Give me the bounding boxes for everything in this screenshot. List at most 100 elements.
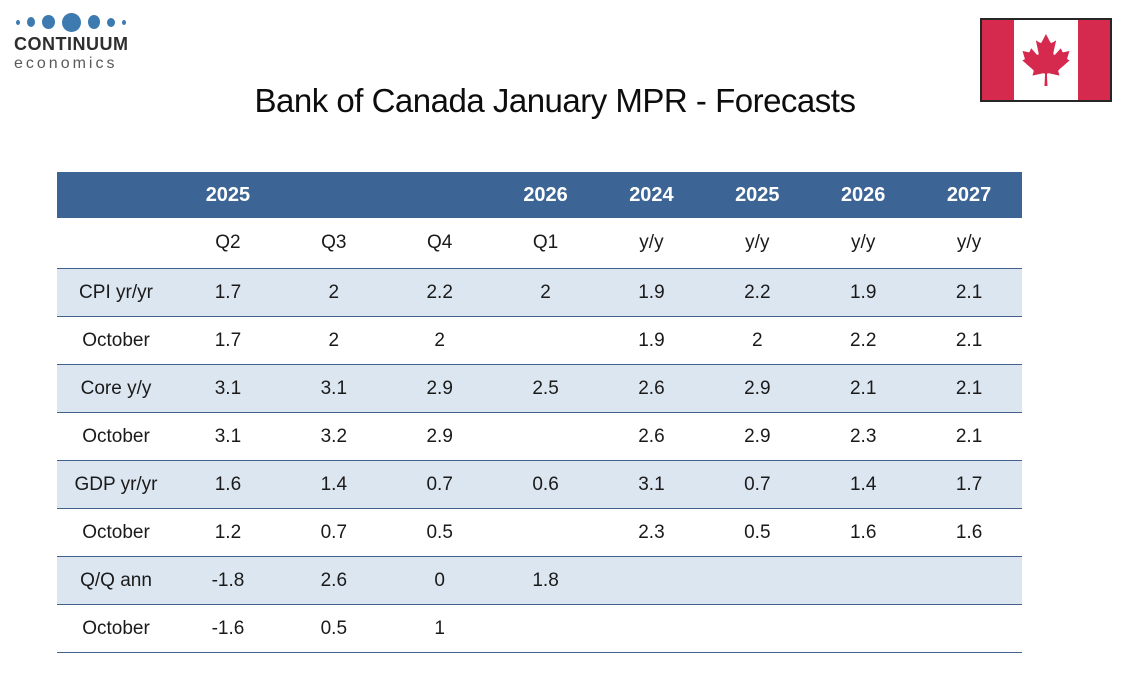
table-row: October -1.6 0.5 1 — [57, 604, 1022, 653]
year-header-cell: 2024 — [598, 172, 705, 218]
table-row: Q/Q ann -1.8 2.6 0 1.8 — [57, 556, 1022, 605]
row-label: GDP yr/yr — [57, 460, 175, 509]
value-cell: 2.3 — [810, 412, 917, 461]
value-cell: 0.5 — [704, 508, 811, 557]
row-label: October — [57, 412, 175, 461]
value-cell: 2.9 — [704, 412, 811, 461]
value-cell — [810, 604, 917, 653]
value-cell: 1.6 — [916, 508, 1022, 557]
value-cell — [492, 508, 599, 557]
table-row: October 1.2 0.7 0.5 2.3 0.5 1.6 1.6 — [57, 508, 1022, 557]
value-cell: 1.9 — [598, 316, 705, 365]
forecast-table: 2025 2026 2024 2025 2026 2027 Q2 Q3 Q4 Q… — [57, 172, 1022, 653]
period-header-cell: y/y — [810, 218, 917, 269]
row-label: Core y/y — [57, 364, 175, 413]
logo-dot — [107, 17, 115, 27]
value-cell: 1.7 — [175, 268, 281, 317]
table-row: GDP yr/yr 1.6 1.4 0.7 0.6 3.1 0.7 1.4 1.… — [57, 460, 1022, 509]
logo-name: CONTINUUM — [14, 34, 129, 54]
value-cell: 2.2 — [386, 268, 493, 317]
value-cell: 0 — [386, 556, 493, 605]
year-header-cell: 2026 — [810, 172, 917, 218]
value-cell: 2.2 — [704, 268, 811, 317]
period-header-row: Q2 Q3 Q4 Q1 y/y y/y y/y y/y — [57, 218, 1022, 269]
year-header-row: 2025 2026 2024 2025 2026 2027 — [57, 172, 1022, 218]
value-cell: 3.2 — [280, 412, 387, 461]
period-header-cell — [57, 218, 175, 269]
value-cell: 2 — [280, 316, 387, 365]
value-cell: 2 — [492, 268, 599, 317]
value-cell — [916, 556, 1022, 605]
period-header-cell: Q3 — [280, 218, 387, 269]
value-cell: 3.1 — [598, 460, 705, 509]
value-cell: 2.9 — [386, 364, 493, 413]
value-cell: 1.2 — [175, 508, 281, 557]
value-cell: 2.9 — [386, 412, 493, 461]
year-header-cell — [57, 172, 175, 218]
flag-red-band-left — [982, 20, 1014, 100]
value-cell: 0.7 — [280, 508, 387, 557]
value-cell — [916, 604, 1022, 653]
logo-dot — [122, 19, 126, 25]
value-cell: 3.1 — [280, 364, 387, 413]
period-header-cell: y/y — [704, 218, 811, 269]
value-cell: 2.1 — [916, 268, 1022, 317]
year-header-cell — [386, 172, 493, 218]
flag-red-band-right — [1078, 20, 1110, 100]
table-row: October 1.7 2 2 1.9 2 2.2 2.1 — [57, 316, 1022, 365]
value-cell: 2.3 — [598, 508, 705, 557]
logo-dot — [62, 12, 81, 32]
period-header-cell: Q4 — [386, 218, 493, 269]
table-row: CPI yr/yr 1.7 2 2.2 2 1.9 2.2 1.9 2.1 — [57, 268, 1022, 317]
canada-flag-icon — [980, 18, 1112, 102]
value-cell — [492, 604, 599, 653]
value-cell: 0.7 — [704, 460, 811, 509]
value-cell: 0.6 — [492, 460, 599, 509]
value-cell: 2.1 — [916, 412, 1022, 461]
row-label: Q/Q ann — [57, 556, 175, 605]
value-cell: -1.8 — [175, 556, 281, 605]
value-cell — [704, 556, 811, 605]
value-cell: 2.1 — [916, 364, 1022, 413]
logo-dot — [27, 17, 35, 27]
value-cell: 0.5 — [280, 604, 387, 653]
period-header-cell: Q2 — [175, 218, 281, 269]
value-cell: 1.7 — [916, 460, 1022, 509]
value-cell: 1.4 — [280, 460, 387, 509]
logo-tagline: economics — [14, 54, 118, 72]
value-cell: 2.1 — [916, 316, 1022, 365]
value-cell: 2.6 — [598, 412, 705, 461]
table-row: Core y/y 3.1 3.1 2.9 2.5 2.6 2.9 2.1 2.1 — [57, 364, 1022, 413]
value-cell — [598, 604, 705, 653]
year-header-cell: 2027 — [916, 172, 1022, 218]
value-cell: 0.5 — [386, 508, 493, 557]
value-cell — [492, 316, 599, 365]
value-cell: 1.9 — [598, 268, 705, 317]
logo-dot — [16, 19, 20, 25]
year-header-cell: 2025 — [175, 172, 281, 218]
row-label: October — [57, 316, 175, 365]
year-header-cell — [280, 172, 387, 218]
logo-dot — [42, 15, 55, 29]
value-cell: 1.4 — [810, 460, 917, 509]
value-cell: 1.9 — [810, 268, 917, 317]
value-cell: 2.5 — [492, 364, 599, 413]
year-header-cell: 2025 — [704, 172, 811, 218]
value-cell — [598, 556, 705, 605]
logo-dots-icon — [16, 12, 129, 32]
table-row: October 3.1 3.2 2.9 2.6 2.9 2.3 2.1 — [57, 412, 1022, 461]
value-cell: 1 — [386, 604, 493, 653]
value-cell — [810, 556, 917, 605]
period-header-cell: y/y — [916, 218, 1022, 269]
value-cell: 1.6 — [175, 460, 281, 509]
value-cell: 1.8 — [492, 556, 599, 605]
period-header-cell: Q1 — [492, 218, 599, 269]
value-cell: 2.2 — [810, 316, 917, 365]
value-cell: 2.9 — [704, 364, 811, 413]
value-cell: 2 — [704, 316, 811, 365]
period-header-cell: y/y — [598, 218, 705, 269]
value-cell: 2.6 — [280, 556, 387, 605]
value-cell: 3.1 — [175, 364, 281, 413]
value-cell — [704, 604, 811, 653]
